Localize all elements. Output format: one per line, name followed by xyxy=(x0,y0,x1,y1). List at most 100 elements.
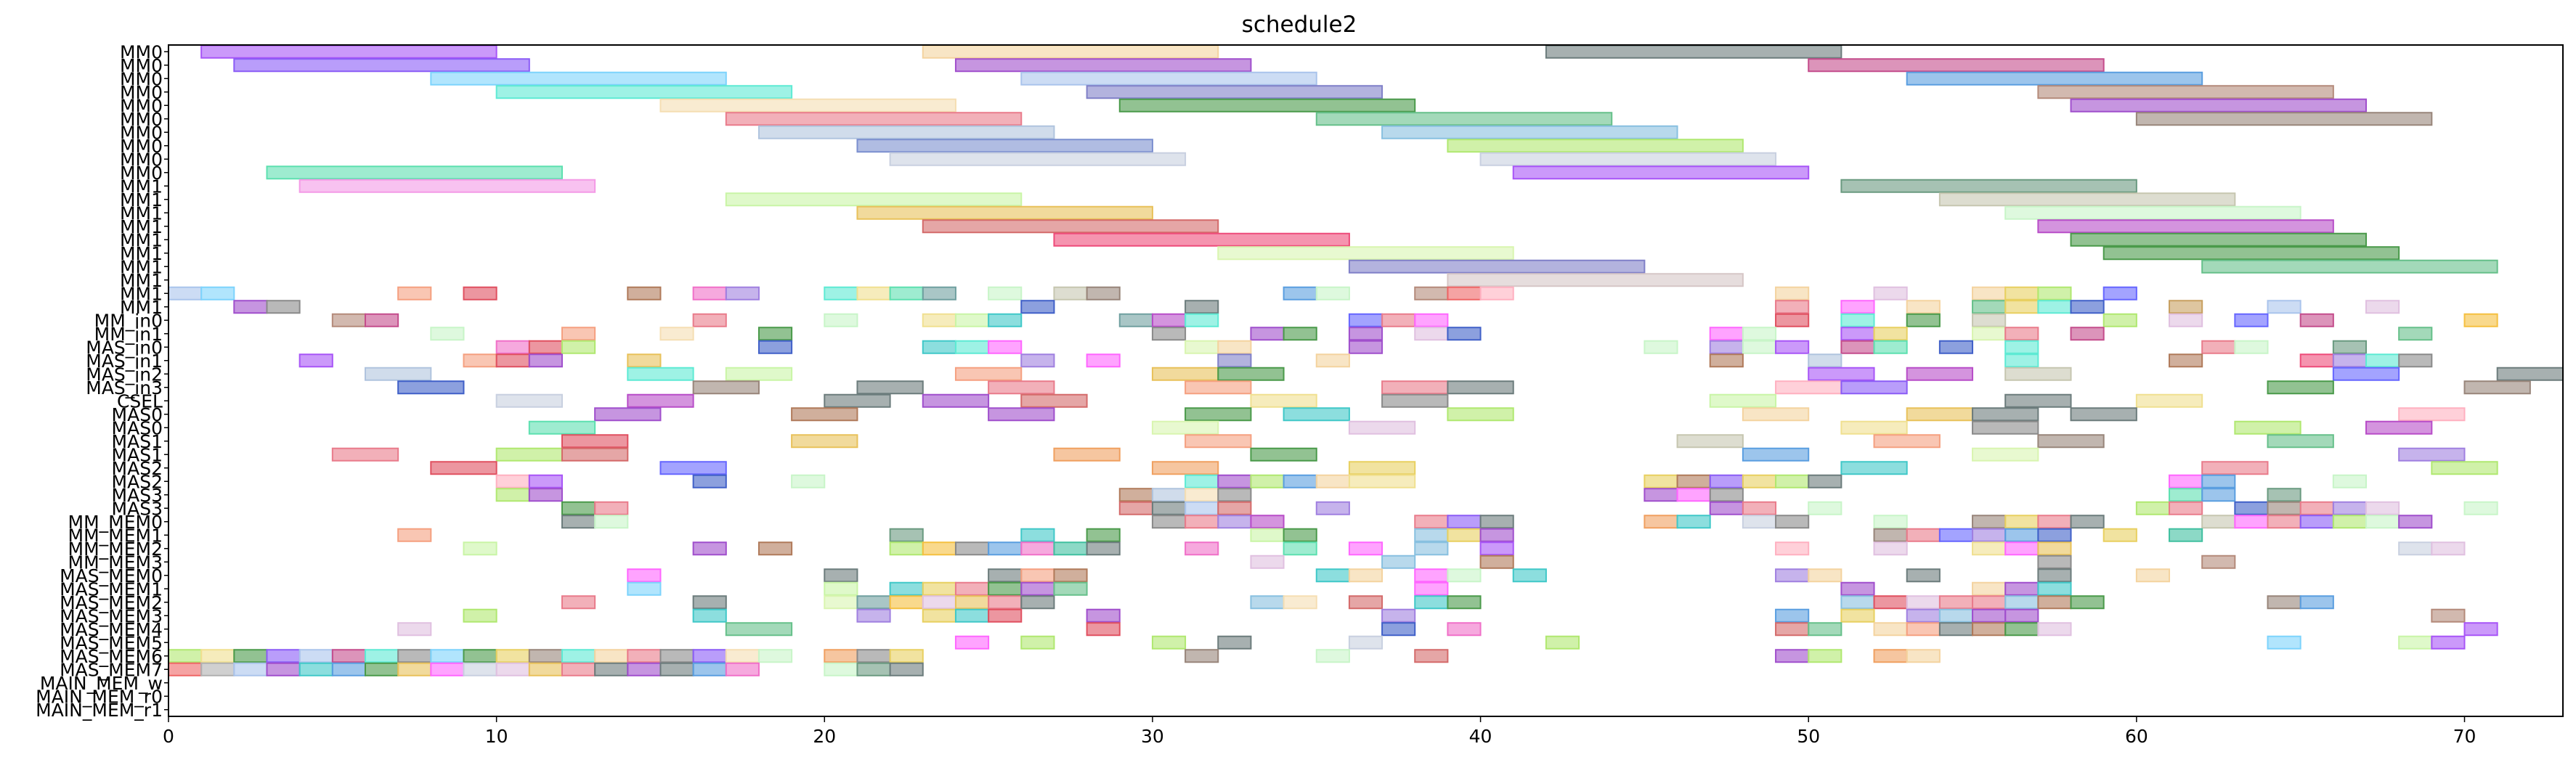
task-bar xyxy=(200,44,497,59)
task-bar xyxy=(1020,595,1055,610)
task-bar xyxy=(2169,474,2203,488)
row-label: MM1 xyxy=(120,256,163,277)
task-bar xyxy=(954,635,990,650)
task-bar xyxy=(2102,313,2137,327)
task-bar xyxy=(1283,541,1317,556)
task-bar xyxy=(1643,515,1678,529)
task-bar xyxy=(856,139,1153,153)
row-label: MM_in0 xyxy=(94,310,163,331)
row-label: MAS0 xyxy=(112,404,163,425)
task-bar xyxy=(1151,420,1219,435)
task-bar xyxy=(1348,461,1416,475)
task-bar xyxy=(1381,125,1678,139)
task-bar xyxy=(757,125,1055,139)
task-bar xyxy=(561,662,596,676)
task-bar xyxy=(1906,71,2203,86)
task-bar xyxy=(1348,635,1384,650)
row-label: CSEL xyxy=(117,390,163,412)
task-bar xyxy=(824,393,891,408)
task-bar xyxy=(725,112,1023,126)
row-label: MAS_MEM6 xyxy=(60,646,163,667)
task-bar xyxy=(988,541,1023,556)
task-bar xyxy=(1873,541,1908,556)
task-bar xyxy=(856,205,1153,220)
task-bar xyxy=(2201,340,2236,354)
task-bar xyxy=(2169,313,2203,327)
task-bar xyxy=(594,649,629,663)
task-bar xyxy=(1250,555,1285,569)
task-bar xyxy=(1709,488,1744,502)
task-bar xyxy=(1185,340,1219,354)
task-bar xyxy=(1709,340,1744,354)
task-bar xyxy=(2267,380,2334,395)
task-bar xyxy=(988,380,1055,395)
task-bar xyxy=(2365,420,2433,435)
task-bar xyxy=(1906,300,1941,314)
task-bar xyxy=(1873,327,1908,341)
task-bar xyxy=(1020,393,1088,408)
row-label: MM0 xyxy=(120,68,163,89)
task-bar xyxy=(266,662,301,676)
task-bar xyxy=(692,313,727,327)
task-bar xyxy=(1151,515,1187,529)
task-bar xyxy=(2037,541,2072,556)
task-bar xyxy=(2004,393,2072,408)
row-label: MAS_in0 xyxy=(86,337,163,358)
task-bar xyxy=(1086,622,1121,637)
task-bar xyxy=(2496,367,2564,381)
task-bar xyxy=(2332,367,2400,381)
task-bar xyxy=(1775,608,1810,623)
task-bar xyxy=(1447,528,1482,542)
task-bar xyxy=(889,581,924,596)
task-bar xyxy=(988,595,1023,610)
task-bar xyxy=(692,662,727,676)
task-bar xyxy=(1873,528,1908,542)
task-bar xyxy=(2102,286,2137,300)
task-bar xyxy=(1414,528,1449,542)
task-bar xyxy=(463,353,497,368)
task-bar xyxy=(561,595,596,610)
task-bar xyxy=(954,367,1023,381)
task-bar xyxy=(2431,608,2466,623)
task-bar xyxy=(495,340,530,354)
row-label: MM1 xyxy=(120,176,163,197)
task-bar xyxy=(364,662,399,676)
task-bar xyxy=(1020,581,1055,596)
task-bar xyxy=(1315,649,1350,663)
task-bar xyxy=(495,474,530,488)
task-bar xyxy=(1020,528,1055,542)
task-bar xyxy=(594,515,629,529)
task-bar xyxy=(2037,434,2105,449)
task-bar xyxy=(1808,58,2105,73)
task-bar xyxy=(1775,622,1810,637)
task-bar xyxy=(2004,353,2039,368)
task-bar xyxy=(561,340,596,354)
task-bar xyxy=(725,622,793,637)
task-bar xyxy=(889,649,924,663)
task-bar xyxy=(692,286,727,300)
task-bar xyxy=(2332,353,2368,368)
task-bar xyxy=(266,649,301,663)
task-bar xyxy=(922,340,956,354)
task-bar xyxy=(1775,474,1810,488)
task-bar xyxy=(2267,488,2301,502)
task-bar xyxy=(1348,420,1416,435)
task-bar xyxy=(2332,474,2368,488)
task-bar xyxy=(757,541,793,556)
row-label: MM0 xyxy=(120,163,163,184)
task-bar xyxy=(1414,286,1449,300)
task-bar xyxy=(988,407,1055,422)
task-bar xyxy=(495,393,563,408)
task-bar xyxy=(1479,528,1514,542)
task-bar xyxy=(561,447,629,462)
task-bar xyxy=(1775,515,1810,529)
task-bar xyxy=(2135,568,2171,583)
task-bar xyxy=(528,662,563,676)
task-bar xyxy=(1250,393,1317,408)
task-bar xyxy=(824,568,858,583)
task-bar xyxy=(233,649,268,663)
task-bar xyxy=(1217,246,1514,261)
task-bar xyxy=(1906,313,1941,327)
task-bar xyxy=(2070,98,2368,112)
task-bar xyxy=(561,515,596,529)
